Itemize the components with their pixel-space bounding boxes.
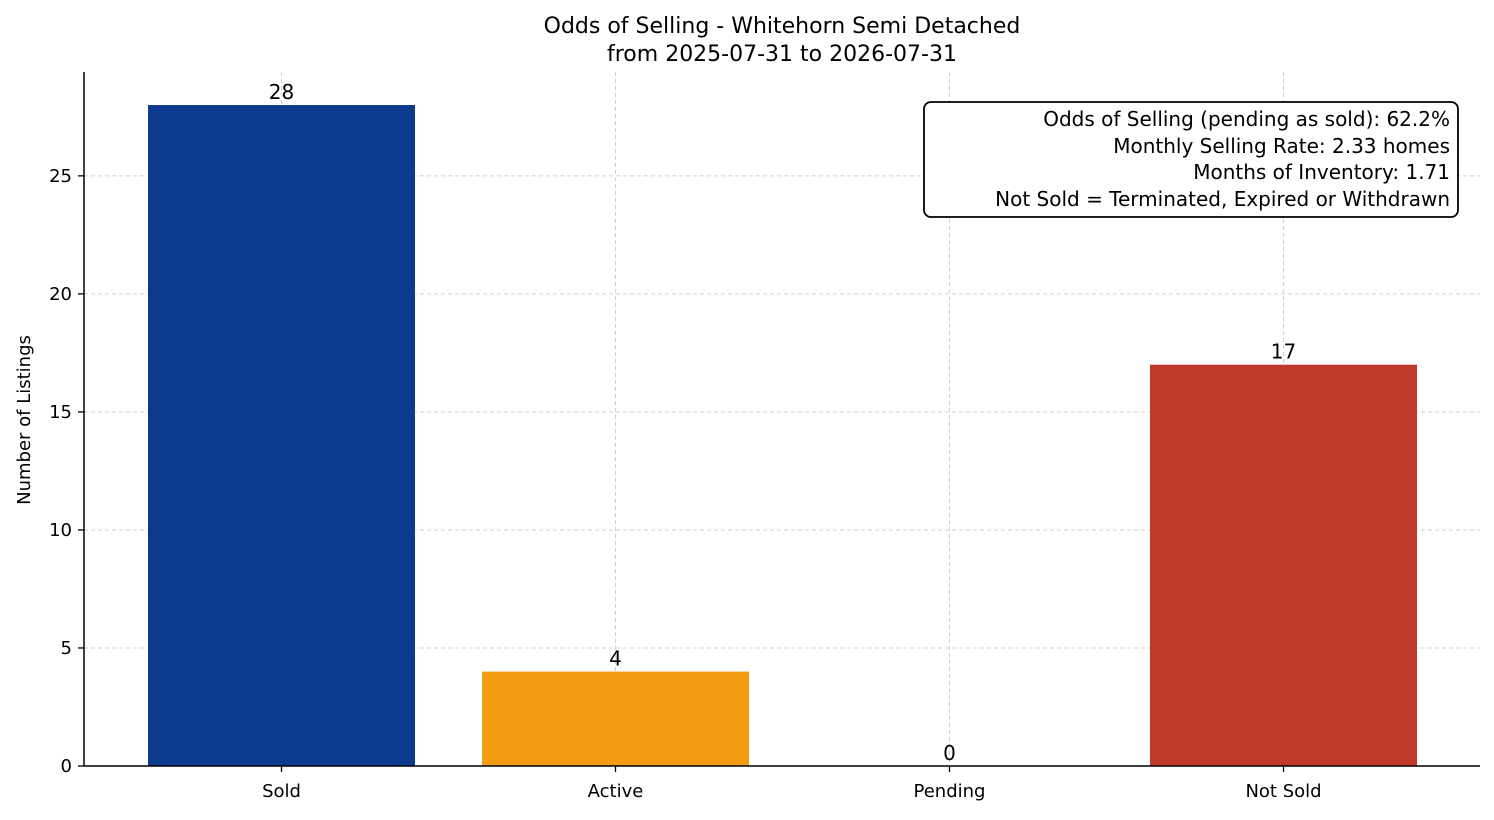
y-tick-label: 15 [49, 402, 72, 423]
chart-subtitle: from 2025-07-31 to 2026-07-31 [607, 42, 957, 67]
bars [148, 105, 1417, 767]
x-tick-label: Not Sold [1245, 781, 1321, 802]
y-tick-label: 20 [49, 284, 72, 305]
bar-value-label: 0 [943, 741, 956, 765]
y-tick-label: 5 [61, 638, 72, 659]
bar-value-label: 17 [1271, 340, 1296, 364]
bar-sold [148, 105, 415, 767]
y-ticks: 0 5 10 15 20 25 [49, 166, 84, 777]
bar-value-label: 28 [269, 80, 294, 104]
bar-not-sold [1150, 364, 1417, 766]
info-box: Odds of Selling (pending as sold): 62.2%… [923, 101, 1459, 218]
x-ticks: Sold Active Pending Not Sold [262, 766, 1322, 802]
x-tick-label: Sold [262, 781, 301, 802]
bar-value-labels: 28 4 0 17 [269, 80, 1296, 765]
x-tick-label: Active [588, 781, 644, 802]
bar-value-label: 4 [609, 647, 622, 671]
info-line-definition: Not Sold = Terminated, Expired or Withdr… [995, 187, 1450, 211]
info-line-rate: Monthly Selling Rate: 2.33 homes [1113, 134, 1450, 158]
y-tick-label: 25 [49, 166, 72, 187]
y-tick-label: 0 [61, 756, 72, 777]
info-box-frame [923, 101, 1459, 218]
y-axis-label: Number of Listings [14, 335, 35, 505]
info-line-odds: Odds of Selling (pending as sold): 62.2% [1043, 107, 1450, 131]
chart-title: Odds of Selling - Whitehorn Semi Detache… [544, 14, 1021, 39]
bar-active [482, 671, 749, 766]
info-line-inventory: Months of Inventory: 1.71 [1193, 160, 1450, 184]
y-tick-label: 10 [49, 520, 72, 541]
x-tick-label: Pending [914, 781, 986, 802]
